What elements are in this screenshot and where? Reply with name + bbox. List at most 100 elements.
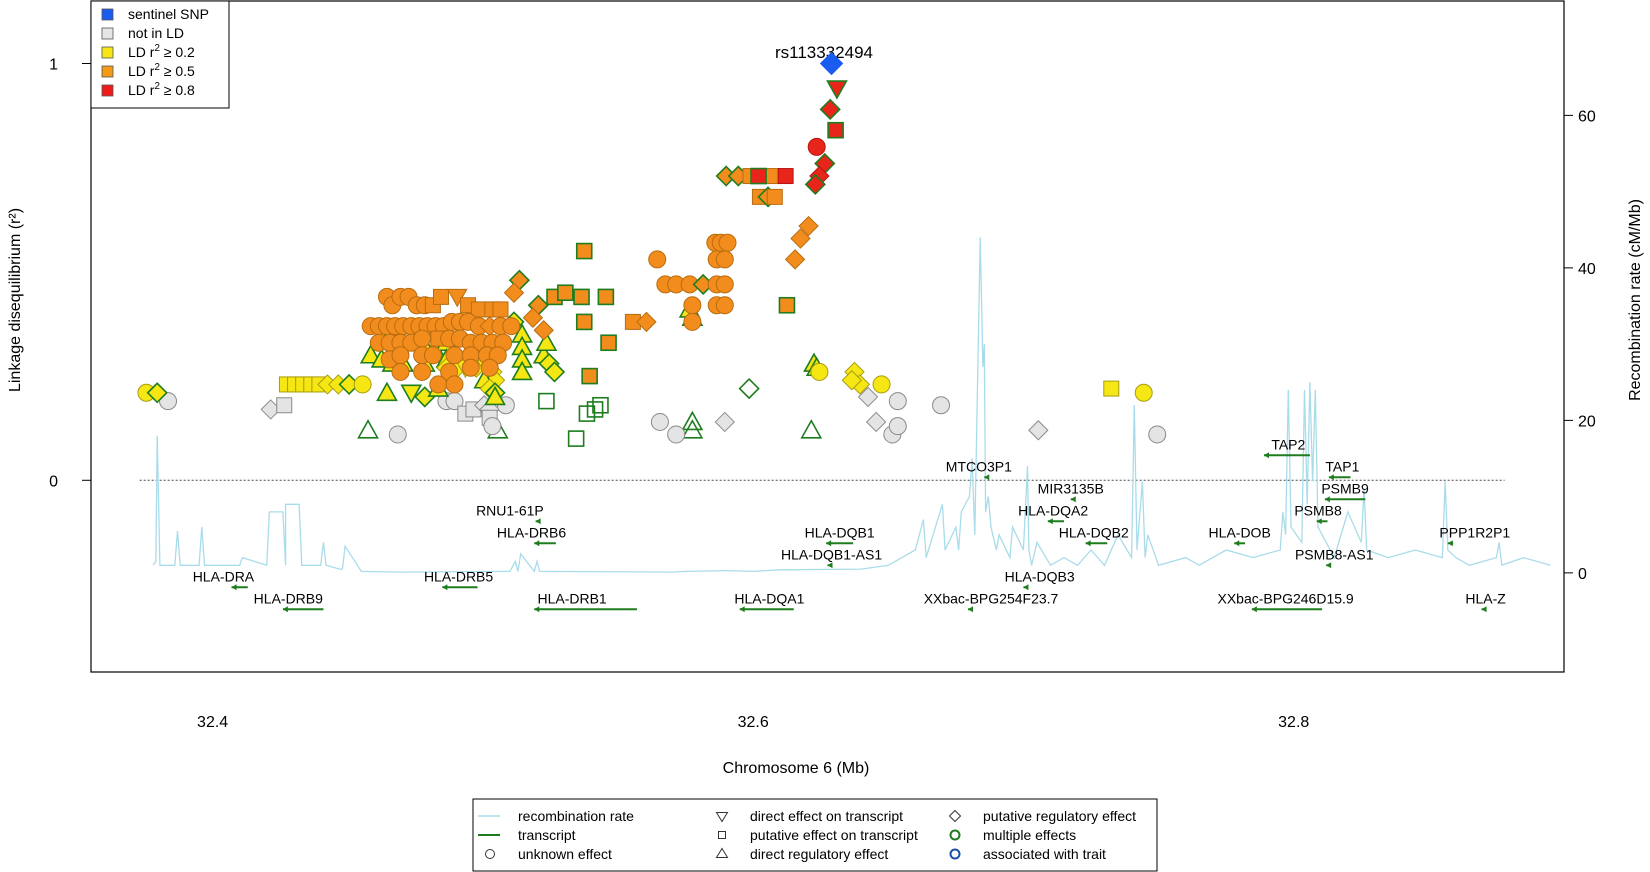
gene-direction-arrow — [535, 518, 541, 525]
snp-point — [538, 392, 555, 410]
gene-label: MTCO3P1 — [946, 458, 1012, 474]
legend-symbol — [718, 831, 726, 839]
y2-tick-label: 20 — [1578, 413, 1596, 430]
gene-direction-arrow — [739, 606, 745, 613]
gene-direction-arrow — [1324, 496, 1330, 503]
x-axis-label: Chromosome 6 (Mb) — [723, 760, 870, 777]
snp-point — [400, 384, 423, 404]
y-axis-label: Linkage disequilibrium (r²) — [7, 208, 24, 392]
snp-point — [470, 301, 487, 318]
snp-point — [484, 385, 506, 406]
gene-direction-arrow — [1023, 584, 1029, 591]
snp-point — [533, 320, 554, 341]
snp-point — [391, 346, 410, 365]
snp-point — [800, 419, 823, 439]
snp-point — [357, 419, 379, 439]
y-tick-label: 0 — [49, 473, 58, 490]
snp-point — [750, 167, 767, 185]
ld-legend-swatch — [101, 8, 114, 21]
gene-direction-arrow — [282, 606, 288, 613]
gene-label: RNU1-61P — [476, 502, 544, 518]
legend-symbol — [949, 829, 961, 841]
gene-label: TAP2 — [1271, 436, 1305, 452]
snp-point — [461, 358, 480, 377]
snp-point — [715, 275, 734, 294]
snp-point — [423, 346, 442, 365]
gene-direction-arrow — [827, 562, 833, 569]
snp-point — [1148, 425, 1167, 444]
snp-point — [488, 346, 507, 365]
snp-point — [575, 313, 593, 331]
legend-symbol — [485, 849, 495, 859]
snp-point — [146, 382, 168, 404]
ld-legend-label: LD r2 ≥ 0.8 — [128, 81, 195, 98]
legend-label: unknown effect — [518, 846, 612, 862]
legend-label: associated with trait — [983, 846, 1106, 862]
snp-point — [1103, 380, 1120, 397]
ld-legend-label: LD r2 ≥ 0.5 — [128, 62, 195, 79]
snp-point — [573, 288, 590, 306]
ld-legend-label: sentinel SNP — [128, 6, 209, 22]
snp-point — [522, 307, 544, 328]
snp-point — [766, 188, 783, 205]
gene-direction-arrow — [1316, 518, 1322, 525]
snp-point — [865, 411, 887, 433]
legend-label: multiple effects — [983, 827, 1076, 843]
gene-label: PSMB8-AS1 — [1295, 546, 1374, 562]
snp-point — [888, 417, 907, 436]
snp-point — [636, 311, 657, 333]
snp-point — [683, 296, 702, 315]
snp-point — [600, 334, 617, 352]
snp-point — [429, 375, 448, 394]
x-tick-label: 32.6 — [738, 714, 769, 731]
ld-legend: sentinel SNP not in LD LD r2 ≥ 0.2 LD r2 ≥ … — [90, 0, 230, 109]
gene-label: XXbac-BPG246D15.9 — [1218, 590, 1354, 606]
gene-label: HLA-DQB3 — [1005, 568, 1075, 584]
snp-point — [503, 282, 525, 303]
y2-tick-label: 60 — [1578, 108, 1596, 125]
snp-point — [819, 51, 844, 76]
y2-axis-label: Recombination rate (cM/Mb) — [1627, 199, 1644, 401]
snp-point — [888, 392, 907, 411]
snp-point — [413, 362, 432, 381]
gene-direction-arrow — [1047, 518, 1053, 525]
gene-label: TAP1 — [1325, 458, 1359, 474]
snp-point — [592, 396, 609, 414]
snp-point — [433, 288, 450, 305]
snp-point — [784, 249, 806, 270]
snp-point — [597, 288, 615, 306]
gene-label: PSMB8 — [1294, 502, 1342, 518]
snp-point — [376, 381, 398, 402]
gene-direction-arrow — [231, 584, 237, 591]
snp-point — [445, 375, 464, 394]
ld-legend-swatch — [101, 27, 114, 40]
snp-point — [841, 370, 863, 391]
snp-point — [502, 317, 521, 336]
chart-title: rs113332494 — [775, 43, 873, 62]
snp-point — [159, 392, 178, 411]
snp-point — [715, 250, 734, 269]
legend-label: putative regulatory effect — [983, 808, 1136, 824]
snp-point — [683, 312, 702, 331]
snp-point — [715, 296, 734, 315]
snp-point — [567, 430, 585, 447]
effect-legend: recombination rate transcript unknown effe… — [472, 798, 1158, 872]
gene-label: HLA-DRB1 — [537, 590, 606, 606]
gene-direction-arrow — [1070, 496, 1076, 503]
gene-direction-arrow — [442, 584, 448, 591]
gene-label: PSMB9 — [1321, 480, 1369, 496]
ld-legend-box — [90, 0, 230, 109]
gene-direction-arrow — [1326, 562, 1332, 569]
snp-point — [810, 362, 829, 381]
snp-point — [807, 137, 826, 156]
gene-label: XXbac-BPG254F23.7 — [924, 590, 1059, 606]
gene-label: HLA-DQB1-AS1 — [781, 546, 882, 562]
gene-label: MIR3135B — [1038, 480, 1104, 496]
legend-symbol — [948, 809, 962, 823]
recombination-rate-trace — [152, 237, 1551, 573]
snp-point — [648, 250, 667, 269]
gene-label: HLA-DQB2 — [1059, 524, 1129, 540]
legend-label: direct effect on transcript — [750, 808, 903, 824]
x-tick-label: 32.4 — [197, 714, 228, 731]
